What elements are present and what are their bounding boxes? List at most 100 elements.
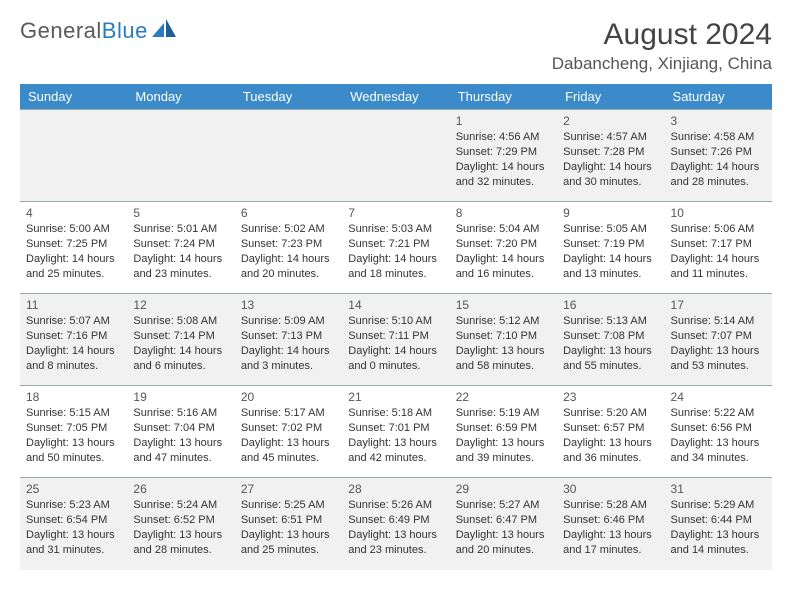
calendar-cell: 11Sunrise: 5:07 AMSunset: 7:16 PMDayligh… <box>20 294 127 386</box>
day-number: 17 <box>671 298 766 312</box>
day-info: Sunrise: 5:14 AMSunset: 7:07 PMDaylight:… <box>671 314 766 373</box>
day-number: 15 <box>456 298 551 312</box>
day-number: 6 <box>241 206 336 220</box>
calendar-cell: 6 Sunrise: 5:02 AMSunset: 7:23 PMDaylight… <box>235 202 342 294</box>
day-number: 4 <box>26 206 121 220</box>
day-number: 19 <box>133 390 228 404</box>
calendar-cell: 19 Sunrise: 5:16 AMSunset: 7:04 PMDayligh… <box>127 386 234 478</box>
day-info: Sunrise: 5:05 AMSunset: 7:19 PMDaylight:… <box>563 222 658 281</box>
header: GeneralBlue August 2024 Dabancheng, Xinj… <box>20 18 772 74</box>
day-info: Sunrise: 5:08 AMSunset: 7:14 PMDaylight:… <box>133 314 228 373</box>
day-info: Sunrise: 5:04 AMSunset: 7:20 PMDaylight:… <box>456 222 551 281</box>
month-title: August 2024 <box>552 18 772 52</box>
day-header: Tuesday <box>235 84 342 110</box>
day-info: Sunrise: 5:00 AMSunset: 7:25 PMDaylight:… <box>26 222 121 281</box>
calendar-table: Sunday Monday Tuesday Wednesday Thursday… <box>20 84 772 570</box>
day-number: 26 <box>133 482 228 496</box>
title-block: August 2024 Dabancheng, Xinjiang, China <box>552 18 772 74</box>
calendar-cell: 5 Sunrise: 5:01 AMSunset: 7:24 PMDaylight… <box>127 202 234 294</box>
day-number: 16 <box>563 298 658 312</box>
calendar-cell: 10 Sunrise: 5:06 AMSunset: 7:17 PMDayligh… <box>665 202 772 294</box>
day-info: Sunrise: 5:13 AMSunset: 7:08 PMDaylight:… <box>563 314 658 373</box>
calendar-cell: 27Sunrise: 5:25 AMSunset: 6:51 PMDayligh… <box>235 478 342 570</box>
day-number: 31 <box>671 482 766 496</box>
calendar-cell <box>127 110 234 202</box>
day-number: 24 <box>671 390 766 404</box>
day-number: 13 <box>241 298 336 312</box>
day-info: Sunrise: 5:06 AMSunset: 7:17 PMDaylight:… <box>671 222 766 281</box>
day-number: 2 <box>563 114 658 128</box>
calendar-cell <box>235 110 342 202</box>
calendar-cell: 12Sunrise: 5:08 AMSunset: 7:14 PMDayligh… <box>127 294 234 386</box>
calendar-cell: 13 Sunrise: 5:09 AMSunset: 7:13 PMDayligh… <box>235 294 342 386</box>
calendar-cell: 31 Sunrise: 5:29 AMSunset: 6:44 PMDayligh… <box>665 478 772 570</box>
calendar-cell <box>342 110 449 202</box>
logo-word-1: General <box>20 18 102 43</box>
day-number: 22 <box>456 390 551 404</box>
day-info: Sunrise: 5:18 AMSunset: 7:01 PMDaylight:… <box>348 406 443 465</box>
calendar-cell: 8Sunrise: 5:04 AMSunset: 7:20 PMDaylight… <box>450 202 557 294</box>
day-header-row: Sunday Monday Tuesday Wednesday Thursday… <box>20 84 772 110</box>
day-info: Sunrise: 5:28 AMSunset: 6:46 PMDaylight:… <box>563 498 658 557</box>
calendar-cell: 21 Sunrise: 5:18 AMSunset: 7:01 PMDayligh… <box>342 386 449 478</box>
day-info: Sunrise: 5:23 AMSunset: 6:54 PMDaylight:… <box>26 498 121 557</box>
day-info: Sunrise: 5:27 AMSunset: 6:47 PMDaylight:… <box>456 498 551 557</box>
day-header: Thursday <box>450 84 557 110</box>
day-info: Sunrise: 5:09 AMSunset: 7:13 PMDaylight:… <box>241 314 336 373</box>
day-number: 29 <box>456 482 551 496</box>
calendar-cell: 3 Sunrise: 4:58 AMSunset: 7:26 PMDaylight… <box>665 110 772 202</box>
day-number: 3 <box>671 114 766 128</box>
calendar-cell: 4 Sunrise: 5:00 AMSunset: 7:25 PMDaylight… <box>20 202 127 294</box>
day-header: Monday <box>127 84 234 110</box>
day-info: Sunrise: 5:19 AMSunset: 6:59 PMDaylight:… <box>456 406 551 465</box>
day-number: 11 <box>26 298 121 312</box>
calendar-cell: 14 Sunrise: 5:10 AMSunset: 7:11 PMDayligh… <box>342 294 449 386</box>
calendar-cell: 22 Sunrise: 5:19 AMSunset: 6:59 PMDayligh… <box>450 386 557 478</box>
calendar-row: 1Sunrise: 4:56 AMSunset: 7:29 PMDaylight… <box>20 110 772 202</box>
calendar-cell <box>20 110 127 202</box>
calendar-cell: 2Sunrise: 4:57 AMSunset: 7:28 PMDaylight… <box>557 110 664 202</box>
calendar-cell: 17 Sunrise: 5:14 AMSunset: 7:07 PMDayligh… <box>665 294 772 386</box>
logo-word-2: Blue <box>102 18 148 43</box>
day-info: Sunrise: 5:22 AMSunset: 6:56 PMDaylight:… <box>671 406 766 465</box>
day-info: Sunrise: 5:24 AMSunset: 6:52 PMDaylight:… <box>133 498 228 557</box>
day-info: Sunrise: 4:56 AMSunset: 7:29 PMDaylight:… <box>456 130 551 189</box>
calendar-row: 25 Sunrise: 5:23 AMSunset: 6:54 PMDayligh… <box>20 478 772 570</box>
day-info: Sunrise: 5:01 AMSunset: 7:24 PMDaylight:… <box>133 222 228 281</box>
day-info: Sunrise: 5:12 AMSunset: 7:10 PMDaylight:… <box>456 314 551 373</box>
calendar-cell: 30 Sunrise: 5:28 AMSunset: 6:46 PMDayligh… <box>557 478 664 570</box>
day-header: Friday <box>557 84 664 110</box>
day-info: Sunrise: 5:20 AMSunset: 6:57 PMDaylight:… <box>563 406 658 465</box>
day-header: Saturday <box>665 84 772 110</box>
calendar-cell: 16 Sunrise: 5:13 AMSunset: 7:08 PMDayligh… <box>557 294 664 386</box>
calendar-cell: 29 Sunrise: 5:27 AMSunset: 6:47 PMDayligh… <box>450 478 557 570</box>
day-info: Sunrise: 5:02 AMSunset: 7:23 PMDaylight:… <box>241 222 336 281</box>
location-subtitle: Dabancheng, Xinjiang, China <box>552 54 772 74</box>
day-info: Sunrise: 5:16 AMSunset: 7:04 PMDaylight:… <box>133 406 228 465</box>
calendar-cell: 7Sunrise: 5:03 AMSunset: 7:21 PMDaylight… <box>342 202 449 294</box>
day-info: Sunrise: 4:58 AMSunset: 7:26 PMDaylight:… <box>671 130 766 189</box>
calendar-cell: 28Sunrise: 5:26 AMSunset: 6:49 PMDayligh… <box>342 478 449 570</box>
day-info: Sunrise: 5:10 AMSunset: 7:11 PMDaylight:… <box>348 314 443 373</box>
day-number: 7 <box>348 206 443 220</box>
day-number: 23 <box>563 390 658 404</box>
calendar-cell: 15 Sunrise: 5:12 AMSunset: 7:10 PMDayligh… <box>450 294 557 386</box>
day-number: 9 <box>563 206 658 220</box>
day-number: 21 <box>348 390 443 404</box>
logo: GeneralBlue <box>20 18 178 44</box>
day-number: 5 <box>133 206 228 220</box>
calendar-cell: 18Sunrise: 5:15 AMSunset: 7:05 PMDayligh… <box>20 386 127 478</box>
calendar-cell: 9 Sunrise: 5:05 AMSunset: 7:19 PMDaylight… <box>557 202 664 294</box>
day-number: 30 <box>563 482 658 496</box>
day-info: Sunrise: 5:29 AMSunset: 6:44 PMDaylight:… <box>671 498 766 557</box>
day-number: 25 <box>26 482 121 496</box>
calendar-cell: 26 Sunrise: 5:24 AMSunset: 6:52 PMDayligh… <box>127 478 234 570</box>
day-number: 10 <box>671 206 766 220</box>
day-info: Sunrise: 5:17 AMSunset: 7:02 PMDaylight:… <box>241 406 336 465</box>
calendar-cell: 23 Sunrise: 5:20 AMSunset: 6:57 PMDayligh… <box>557 386 664 478</box>
day-number: 14 <box>348 298 443 312</box>
calendar-row: 11Sunrise: 5:07 AMSunset: 7:16 PMDayligh… <box>20 294 772 386</box>
calendar-cell: 25 Sunrise: 5:23 AMSunset: 6:54 PMDayligh… <box>20 478 127 570</box>
calendar-cell: 1Sunrise: 4:56 AMSunset: 7:29 PMDaylight… <box>450 110 557 202</box>
day-number: 28 <box>348 482 443 496</box>
